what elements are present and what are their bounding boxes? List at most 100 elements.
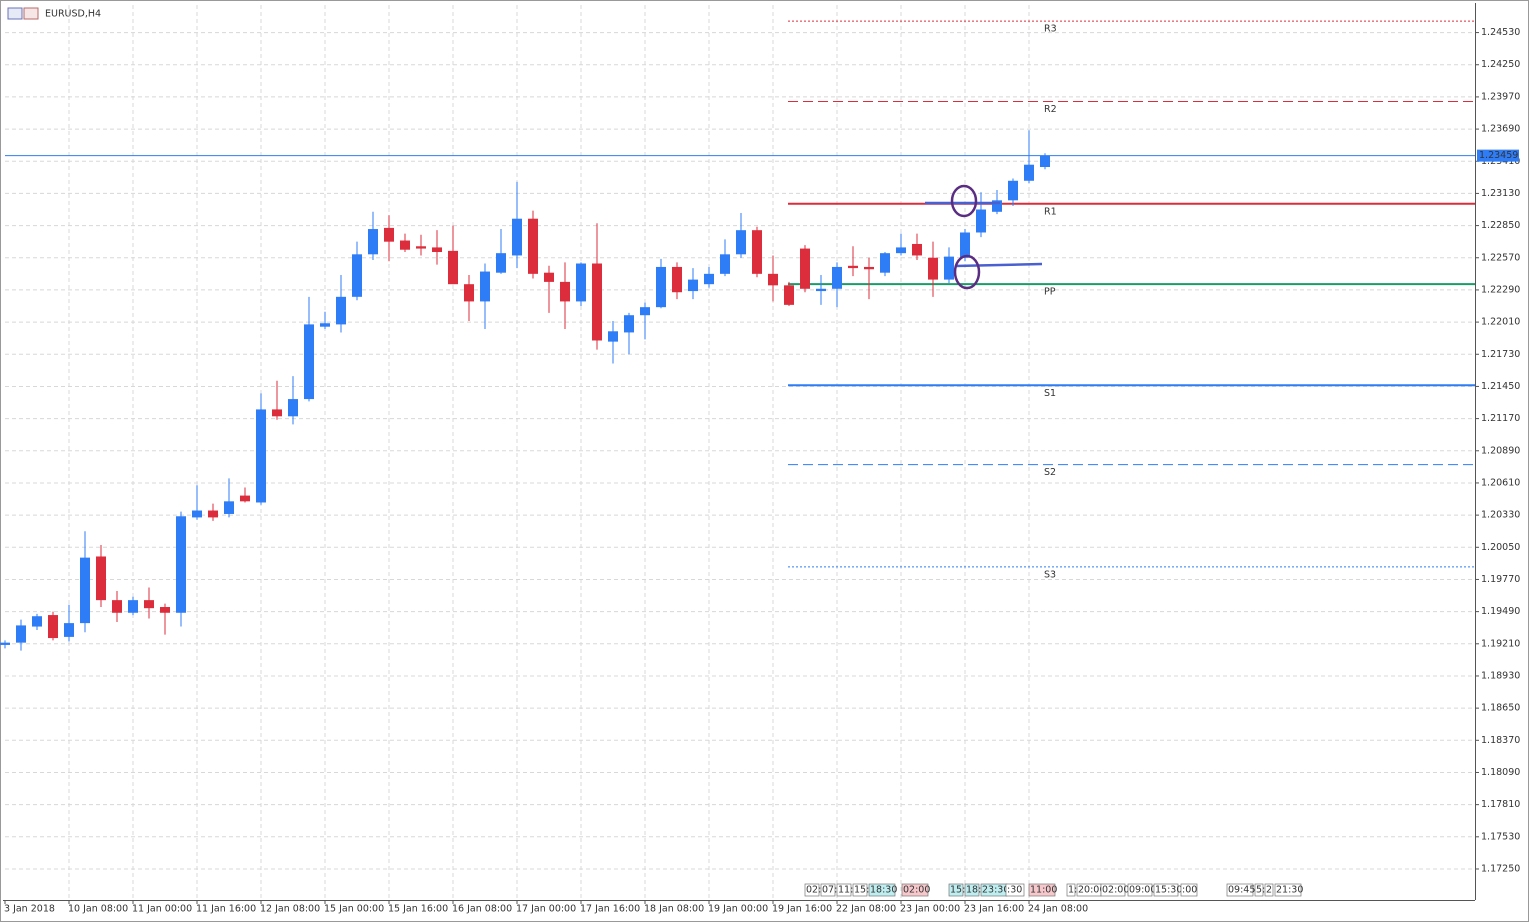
y-tick-label: 1.21730 — [1481, 349, 1520, 360]
candle-body — [416, 246, 426, 249]
y-tick-label: 1.20890 — [1481, 445, 1520, 456]
candle-body — [896, 247, 906, 254]
candle-body — [336, 296, 346, 325]
x-tick-label: 15 Jan 00:00 — [324, 904, 384, 915]
pivot-label: R2 — [1044, 104, 1057, 115]
candle-body — [384, 227, 394, 242]
y-tick-label: 1.22290 — [1481, 284, 1520, 295]
candle-body — [1040, 155, 1050, 167]
candle-body — [368, 229, 378, 255]
candle-body — [128, 600, 138, 613]
drawn-circle — [950, 184, 978, 218]
candle-body — [816, 288, 826, 292]
calendar-event-label: 20:00 — [1078, 885, 1105, 896]
candle-body — [880, 253, 890, 273]
calendar-event — [836, 883, 852, 897]
y-tick-label: 1.19490 — [1481, 606, 1520, 617]
candle-body — [80, 557, 90, 624]
calendar-event-label: 11: — [838, 885, 853, 896]
candle-body — [256, 409, 266, 503]
y-tick-label: 1.19770 — [1481, 574, 1520, 585]
y-tick-label: 1.19210 — [1481, 638, 1520, 649]
calendar-event — [1028, 883, 1056, 897]
candle-body — [464, 284, 474, 302]
calendar-event — [1254, 883, 1264, 897]
candle-body — [528, 218, 538, 274]
candle-body — [16, 625, 26, 643]
y-tick-label: 1.24530 — [1481, 27, 1520, 38]
calendar-event — [1005, 883, 1025, 897]
candle-body — [736, 230, 746, 255]
candle-body — [0, 642, 10, 645]
calendar-event-label: 15:30 — [1155, 885, 1182, 896]
calendar-event-label: 5: — [1256, 885, 1265, 896]
x-tick-label: 11 Jan 00:00 — [132, 904, 192, 915]
y-tick-label: 1.20330 — [1481, 510, 1520, 521]
drawn-line — [954, 262, 1043, 268]
candle-body — [432, 247, 442, 253]
pivot-label: S3 — [1044, 569, 1056, 580]
candle-body — [112, 600, 122, 613]
calendar-event-label: 09:00 — [1129, 885, 1156, 896]
price-tag-label: 1.23459 — [1479, 150, 1518, 161]
calendar-event-label: 15: — [854, 885, 869, 896]
calendar-event-label: 15: — [950, 885, 965, 896]
candle-body — [1024, 164, 1034, 181]
calendar-event-label: 1: — [1068, 885, 1077, 896]
x-tick-label: 16 Jan 08:00 — [452, 904, 512, 915]
candle-body — [912, 243, 922, 256]
y-tick-label: 1.21170 — [1481, 413, 1520, 424]
candle-body — [608, 331, 618, 342]
candle-body — [48, 615, 58, 639]
calendar-event-label: 18:30 — [870, 885, 897, 896]
candle-body — [288, 399, 298, 417]
y-tick-label: 1.18650 — [1481, 703, 1520, 714]
calendar-event-label: 18: — [966, 885, 981, 896]
calendar-event — [1066, 883, 1076, 897]
candle-body — [592, 263, 602, 341]
candle-body — [272, 409, 282, 417]
candle-body — [512, 218, 522, 256]
x-tick-label: 12 Jan 08:00 — [260, 904, 320, 915]
y-tick-label: 1.23970 — [1481, 91, 1520, 102]
calendar-event — [852, 883, 868, 897]
candle-body — [784, 285, 794, 305]
candle-body — [928, 257, 938, 280]
calendar-event-label: 23:30 — [982, 885, 1009, 896]
calendar-event — [1100, 883, 1126, 897]
candle-body — [224, 501, 234, 514]
y-tick-label: 1.22850 — [1481, 220, 1520, 231]
calendar-event-label: 09:45 — [1228, 885, 1255, 896]
y-tick-label: 1.23690 — [1481, 124, 1520, 135]
candle-body — [160, 607, 170, 613]
candle-body — [192, 510, 202, 518]
y-tick-label: 1.22570 — [1481, 252, 1520, 263]
candle-body — [656, 266, 666, 308]
calendar-event — [1226, 883, 1254, 897]
y-tick-label: 1.23130 — [1481, 188, 1520, 199]
candle-body — [976, 209, 986, 233]
candle-body — [752, 230, 762, 274]
calendar-event-label: 11:00 — [1030, 885, 1057, 896]
candle-body — [992, 200, 1002, 212]
annotations — [925, 184, 1043, 290]
pivot-label: S1 — [1044, 388, 1056, 399]
calendar-event — [901, 883, 929, 897]
candle-body — [320, 323, 330, 327]
y-tick-label: 1.24250 — [1481, 59, 1520, 70]
pivot-label: PP — [1044, 287, 1056, 298]
candle-body — [848, 265, 858, 269]
symbol-icon — [7, 7, 39, 20]
candle-body — [304, 324, 314, 400]
calendar-event-label: 02:00 — [1102, 885, 1129, 896]
candle-body — [480, 271, 490, 302]
candle-body — [960, 232, 970, 258]
x-tick-label: 17 Jan 16:00 — [580, 904, 640, 915]
x-tick-label: 10 Jan 08:00 — [68, 904, 128, 915]
calendar-event-label: 07: — [822, 885, 837, 896]
x-tick-label: 15 Jan 16:00 — [388, 904, 448, 915]
candle-body — [800, 248, 810, 289]
candle-body — [400, 240, 410, 250]
